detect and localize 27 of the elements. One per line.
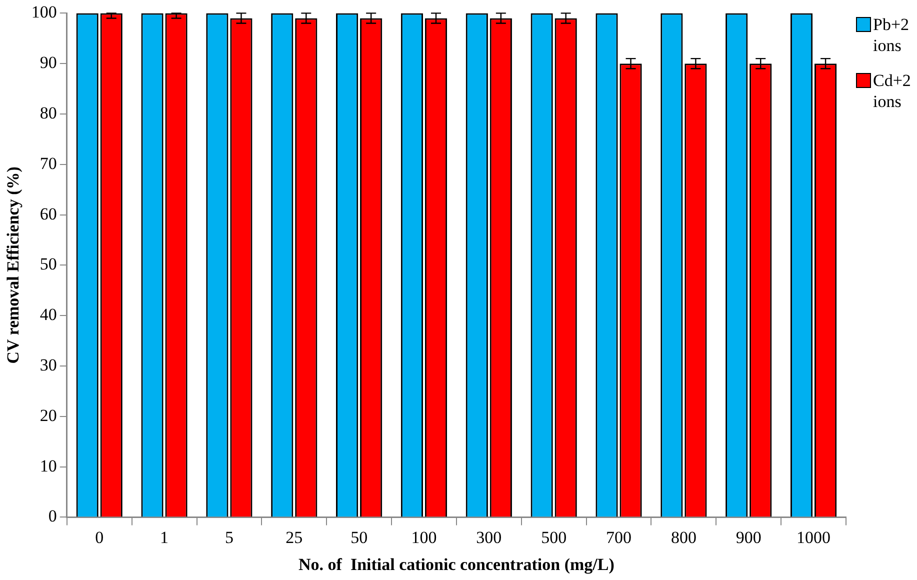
y-tick-label: 20 xyxy=(40,406,57,425)
x-tick-label: 0 xyxy=(95,528,104,547)
legend-label: Pb+2 ions xyxy=(873,14,910,56)
x-tick-label: 50 xyxy=(350,528,368,547)
x-tick-label: 1000 xyxy=(796,528,831,547)
x-tick-label: 1 xyxy=(160,528,169,547)
x-tick-label: 25 xyxy=(286,528,303,547)
y-tick-label: 80 xyxy=(40,103,57,122)
x-tick-label: 900 xyxy=(736,528,762,547)
y-tick-label: 40 xyxy=(40,305,57,324)
y-tick-label: 50 xyxy=(40,254,57,274)
x-tick-label: 800 xyxy=(670,528,696,547)
y-tick-label: 100 xyxy=(31,2,57,22)
y-tick-label: 60 xyxy=(40,204,57,224)
y-tick-label: 0 xyxy=(48,506,57,526)
y-tick-label: 30 xyxy=(40,355,57,374)
x-axis-title: No. of Initial cationic concentration (mg/L) xyxy=(298,555,614,574)
y-tick-label: 90 xyxy=(40,53,57,72)
y-tick-label: 70 xyxy=(40,154,57,173)
x-tick-label: 700 xyxy=(606,528,632,547)
legend-label: Cd+2 ions xyxy=(873,70,912,112)
x-tick-label: 5 xyxy=(224,528,234,547)
y-tick-label: 10 xyxy=(40,456,57,476)
x-tick-label: 300 xyxy=(476,528,502,547)
y-axis-title: CV removal Efficiency (%) xyxy=(4,166,23,364)
x-tick-label: 500 xyxy=(541,528,567,547)
x-tick-label: 100 xyxy=(411,528,437,547)
